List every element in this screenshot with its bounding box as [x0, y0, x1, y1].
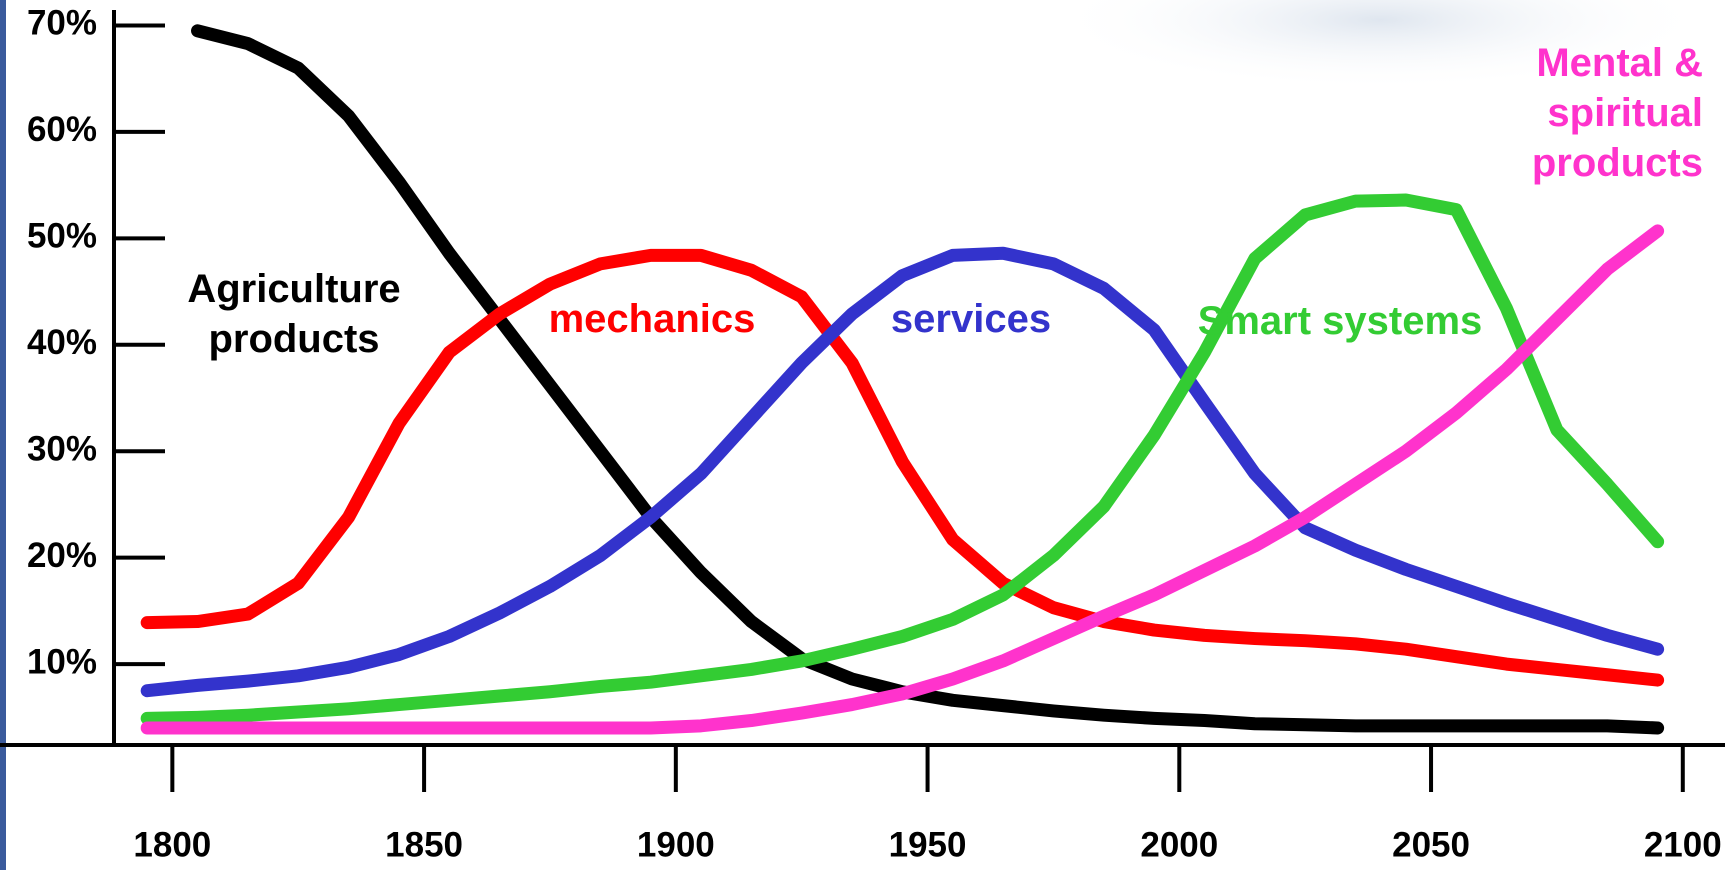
x-tick-label: 1850: [385, 825, 463, 864]
series-line: [140, 193, 1665, 725]
series-line: [191, 24, 1665, 735]
series-label: Agriculture products: [187, 267, 401, 361]
y-tick-label: 30%: [27, 429, 97, 468]
series-label: mechanics: [548, 297, 756, 341]
y-tick-label: 70%: [27, 4, 97, 43]
y-tick-label: 50%: [27, 217, 97, 256]
series-label: Mental & spiritual products: [1531, 41, 1703, 185]
x-tick-label: 2000: [1140, 825, 1218, 864]
series-line: [140, 246, 1665, 698]
x-tick-label: 2050: [1392, 825, 1470, 864]
series-label: services: [890, 297, 1052, 341]
series-label: Smart systems: [1197, 299, 1483, 343]
series-line: [140, 224, 1665, 735]
x-tick-label: 2100: [1644, 825, 1722, 864]
left-strip: [0, 0, 6, 870]
y-tick-label: 20%: [27, 536, 97, 575]
x-tick-label: 1950: [889, 825, 967, 864]
x-tick-label: 1800: [133, 825, 211, 864]
y-tick-label: 10%: [27, 642, 97, 681]
y-tick-label: 60%: [27, 110, 97, 149]
background-cloud: [1050, 0, 1710, 90]
x-tick-label: 1900: [637, 825, 715, 864]
series-line: [140, 248, 1665, 687]
y-tick-label: 40%: [27, 323, 97, 362]
